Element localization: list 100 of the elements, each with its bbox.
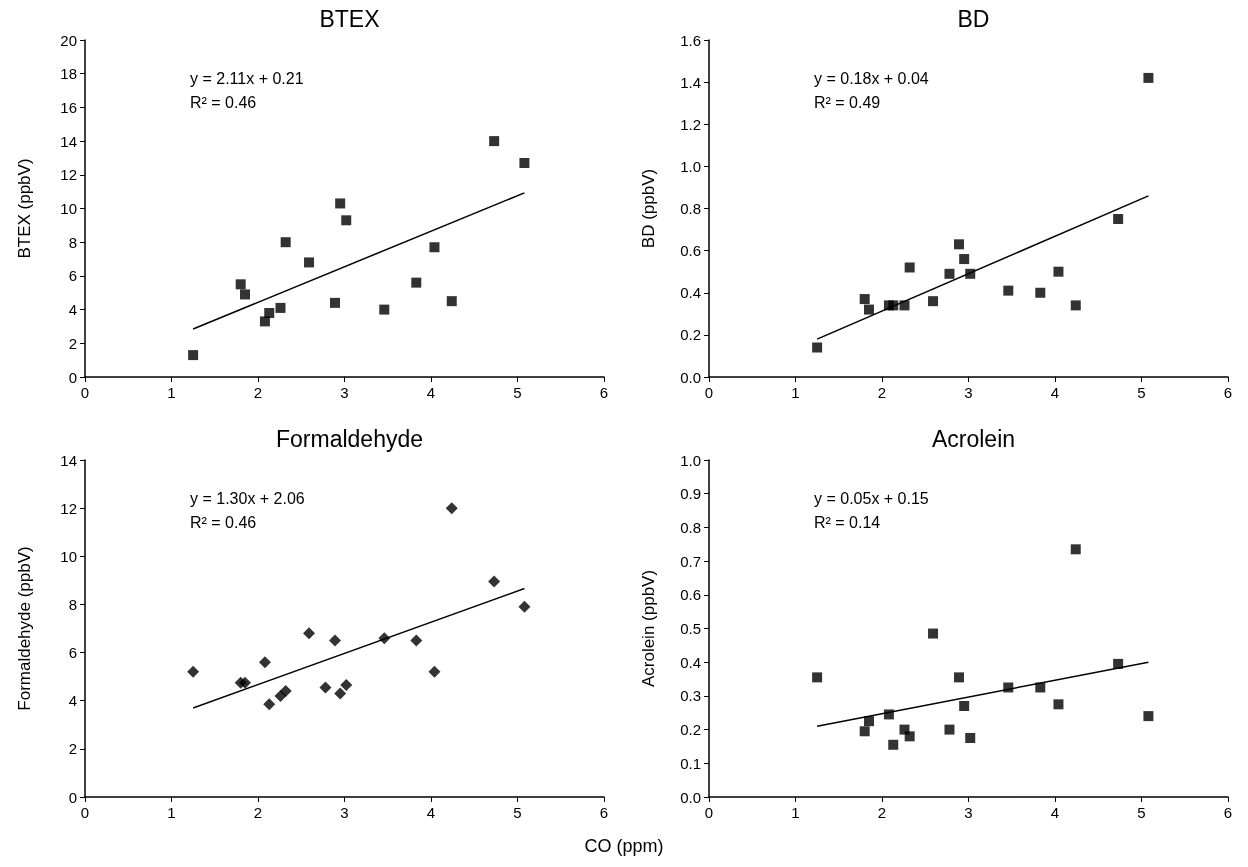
x-tick-label: 4 <box>426 384 436 401</box>
annotation: R² = 0.46 <box>190 513 257 531</box>
y-tick-label: 0.3 <box>680 687 701 705</box>
x-tick-label: 6 <box>1223 804 1233 821</box>
y-tick-label: 1.2 <box>680 115 701 133</box>
point <box>410 634 423 647</box>
y-tick-label: 12 <box>60 166 77 184</box>
annotation: R² = 0.14 <box>814 513 881 531</box>
point <box>328 634 341 647</box>
chart-title: Formaldehyde <box>275 425 424 452</box>
x-tick-label: 2 <box>253 804 263 821</box>
x-tick-label: 3 <box>340 384 349 401</box>
point <box>379 304 390 315</box>
point <box>275 302 286 313</box>
point <box>329 297 340 308</box>
y-tick-label: 10 <box>60 547 77 565</box>
annotation: y = 0.18x + 0.04 <box>814 69 929 87</box>
y-tick-label: 0 <box>68 788 77 806</box>
point <box>489 136 500 147</box>
x-axis-title: CO (ppm) <box>583 836 665 857</box>
x-tick-label: 4 <box>1050 804 1060 821</box>
y-tick-label: 1.0 <box>680 157 701 175</box>
annotation: y = 1.30x + 2.06 <box>190 489 305 507</box>
point <box>904 731 915 742</box>
point <box>928 628 939 639</box>
y-tick-label: 0.7 <box>680 552 701 570</box>
point <box>1143 72 1154 83</box>
x-tick-label: 5 <box>1137 804 1146 821</box>
x-tick-label: 2 <box>877 804 887 821</box>
y-tick-label: 14 <box>60 132 77 150</box>
x-tick-label: 1 <box>167 804 176 821</box>
x-tick-label: 6 <box>1223 384 1233 401</box>
point <box>341 215 352 226</box>
point <box>1143 711 1154 722</box>
point <box>1113 214 1124 225</box>
point <box>888 739 899 750</box>
y-tick-label: 0.8 <box>680 518 701 536</box>
point <box>334 687 347 700</box>
point <box>319 681 332 694</box>
point <box>235 279 246 290</box>
annotation: R² = 0.46 <box>190 93 257 111</box>
x-tick-label: 0 <box>704 804 714 821</box>
point <box>240 289 251 300</box>
y-tick-label: 0.6 <box>680 586 701 604</box>
y-tick-label: 0.0 <box>680 788 701 806</box>
y-tick-label: 0.4 <box>680 284 701 302</box>
x-tick-label: 2 <box>253 384 263 401</box>
point <box>239 676 252 689</box>
x-tick-label: 3 <box>964 384 973 401</box>
point <box>258 656 271 669</box>
point <box>944 268 955 279</box>
point <box>340 679 353 692</box>
point <box>264 307 275 318</box>
point <box>429 242 440 253</box>
point <box>335 198 346 209</box>
point <box>959 701 970 712</box>
y-tick-label: 16 <box>60 98 77 116</box>
point <box>445 502 458 515</box>
point <box>280 237 291 248</box>
point <box>1035 287 1046 298</box>
y-tick-label: 12 <box>60 499 77 517</box>
x-tick-label: 3 <box>340 804 349 821</box>
y-tick-label: 0.1 <box>680 754 701 772</box>
y-tick-label: 0.4 <box>680 653 701 671</box>
x-tick-label: 5 <box>513 384 522 401</box>
point <box>428 665 441 678</box>
point <box>187 665 200 678</box>
point <box>304 257 315 268</box>
y-tick-label: 14 <box>60 451 77 469</box>
y-tick-label: 0.5 <box>680 620 701 637</box>
point <box>965 733 976 744</box>
y-tick-label: 6 <box>68 644 77 662</box>
point <box>263 698 276 711</box>
x-tick-label: 6 <box>599 804 609 821</box>
point <box>1053 266 1064 277</box>
point <box>279 685 292 698</box>
chart-title: BD <box>957 5 990 32</box>
chart-title: Acrolein <box>931 425 1016 452</box>
point <box>864 304 875 315</box>
x-tick-label: 5 <box>1137 384 1146 401</box>
point <box>488 575 501 588</box>
y-tick-label: 0.0 <box>680 368 701 386</box>
y-tick-label: 0.2 <box>680 326 701 344</box>
x-tick-label: 4 <box>426 804 436 821</box>
point <box>812 342 823 353</box>
x-tick-label: 5 <box>513 804 522 821</box>
point <box>303 627 316 640</box>
x-tick-label: 6 <box>599 384 609 401</box>
point <box>953 672 964 683</box>
x-tick-label: 1 <box>791 384 800 401</box>
annotation: R² = 0.49 <box>814 93 881 111</box>
y-tick-label: 0.8 <box>680 200 701 217</box>
point <box>1003 285 1014 296</box>
x-tick-label: 0 <box>704 384 714 401</box>
point <box>519 158 530 169</box>
y-axis-title: Acrolein (ppbV) <box>639 569 658 688</box>
point <box>1053 699 1064 710</box>
point <box>859 294 870 305</box>
point <box>928 296 939 307</box>
x-tick-label: 3 <box>964 804 973 821</box>
